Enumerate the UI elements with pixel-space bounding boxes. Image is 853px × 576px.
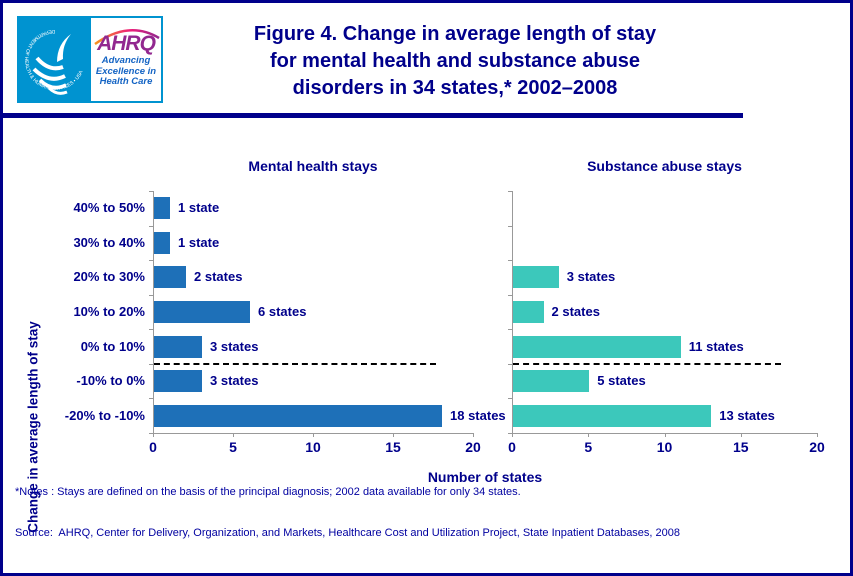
bar bbox=[513, 266, 559, 289]
y-axis-tick bbox=[508, 260, 512, 262]
bar-value-label: 3 states bbox=[566, 269, 616, 285]
y-axis-tick bbox=[508, 294, 512, 296]
y-axis-tick bbox=[508, 191, 512, 192]
ahrq-wordmark: AHRQ bbox=[97, 32, 156, 55]
ahrq-tagline: Advancing Excellence in Health Care bbox=[95, 55, 157, 87]
x-axis-tick bbox=[664, 433, 666, 437]
x-tick-label: 5 bbox=[584, 439, 593, 455]
y-category-label: 40% to 50% bbox=[73, 200, 145, 216]
y-axis-line bbox=[153, 191, 154, 433]
y-category-label: 20% to 30% bbox=[73, 269, 145, 285]
title-line-2: for mental health and substance abuse bbox=[269, 50, 641, 72]
notes-line: *Notes : Stays are defined on the basis … bbox=[15, 486, 521, 498]
y-axis-tick bbox=[508, 363, 512, 365]
y-axis-tick bbox=[149, 398, 153, 400]
bar-value-label: 5 states bbox=[597, 373, 646, 389]
x-axis-tick bbox=[740, 433, 742, 437]
hhs-eagle-icon: DEPARTMENT OF HEALTH & HUMAN SERVICES • … bbox=[23, 28, 85, 95]
rainbow-arc-icon bbox=[94, 29, 160, 46]
bar-value-label: 2 states bbox=[194, 269, 243, 285]
bar-value-label: 2 states bbox=[551, 304, 600, 319]
bar-value-label: 3 states bbox=[210, 338, 259, 354]
y-axis-tick bbox=[508, 398, 512, 400]
zero-reference-line bbox=[154, 362, 436, 365]
x-tick-label: 10 bbox=[305, 439, 321, 455]
ahrq-hhs-logo: DEPARTMENT OF HEALTH & HUMAN SERVICES • … bbox=[17, 16, 163, 103]
x-tick-label: 0 bbox=[508, 439, 516, 455]
bar-value-label: 3 states bbox=[210, 373, 259, 389]
y-category-label: 10% to 20% bbox=[73, 304, 145, 319]
bar bbox=[513, 301, 544, 323]
x-axis-title: Number of states bbox=[427, 469, 543, 485]
y-category-label: 30% to 40% bbox=[73, 234, 145, 250]
chart-title: Substance abuse stays bbox=[587, 158, 742, 174]
y-axis-tick bbox=[508, 433, 512, 434]
x-tick-label: 0 bbox=[149, 439, 157, 455]
bar-value-label: 13 states bbox=[719, 407, 775, 423]
bar-value-label: 11 states bbox=[688, 338, 744, 354]
x-axis-tick bbox=[588, 433, 590, 437]
x-tick-label: 20 bbox=[465, 439, 481, 455]
y-axis-tick bbox=[149, 260, 153, 262]
bar bbox=[513, 404, 712, 427]
x-tick-label: 20 bbox=[809, 439, 825, 455]
x-axis-tick bbox=[817, 433, 818, 437]
bar-value-label: 6 states bbox=[258, 304, 307, 319]
y-axis-tick bbox=[149, 433, 153, 434]
title-line-3: disorders in 34 states,* 2002–2008 bbox=[292, 77, 618, 99]
x-tick-label: 5 bbox=[229, 439, 237, 455]
chart-area: Change in average length of stay Number … bbox=[3, 118, 850, 533]
bar bbox=[154, 197, 170, 220]
y-category-label: -10% to 0% bbox=[76, 373, 145, 389]
y-axis-line bbox=[512, 191, 513, 433]
bar bbox=[154, 404, 442, 427]
header-divider bbox=[3, 113, 743, 118]
title-line-1: Figure 4. Change in average length of st… bbox=[253, 23, 657, 45]
x-axis-tick bbox=[473, 433, 474, 437]
x-tick-label: 10 bbox=[656, 439, 673, 455]
bar-value-label: 1 state bbox=[178, 234, 220, 250]
y-category-label: 0% to 10% bbox=[80, 338, 145, 354]
y-axis-tick bbox=[508, 225, 512, 227]
bar bbox=[154, 301, 250, 323]
y-axis-tick bbox=[149, 363, 153, 365]
y-axis-tick bbox=[149, 225, 153, 227]
y-axis-tick bbox=[508, 329, 512, 331]
x-axis-tick bbox=[313, 433, 314, 437]
x-tick-label: 15 bbox=[732, 439, 749, 455]
ahrq-logo: AHRQ Advancing Excellence in Health Care bbox=[91, 18, 161, 101]
source-line: Source: AHRQ, Center for Delivery, Organ… bbox=[15, 526, 681, 539]
bar-value-label: 1 state bbox=[178, 200, 220, 216]
y-axis-tick bbox=[149, 294, 153, 296]
x-axis-tick bbox=[153, 433, 154, 437]
chart-title: Mental health stays bbox=[248, 158, 378, 174]
x-tick-label: 15 bbox=[385, 439, 401, 455]
page-title: Figure 4. Change in average length of st… bbox=[60, 21, 850, 102]
bar bbox=[154, 231, 170, 254]
x-axis-tick bbox=[233, 433, 234, 437]
x-axis-tick bbox=[512, 433, 513, 437]
footnotes: *Notes : Stays are defined on the basis … bbox=[15, 459, 842, 567]
bar-value-label: 18 states bbox=[450, 407, 506, 423]
y-axis-tick bbox=[149, 191, 153, 192]
y-category-label: -20% to -10% bbox=[64, 407, 145, 423]
bar bbox=[154, 335, 202, 358]
bar bbox=[154, 370, 202, 393]
bar bbox=[513, 370, 590, 393]
zero-reference-line bbox=[513, 362, 782, 365]
x-axis-tick bbox=[393, 433, 394, 437]
bar bbox=[513, 335, 681, 358]
y-axis-tick bbox=[149, 329, 153, 331]
bar bbox=[154, 266, 186, 289]
hhs-seal-icon: DEPARTMENT OF HEALTH & HUMAN SERVICES • … bbox=[19, 18, 91, 101]
